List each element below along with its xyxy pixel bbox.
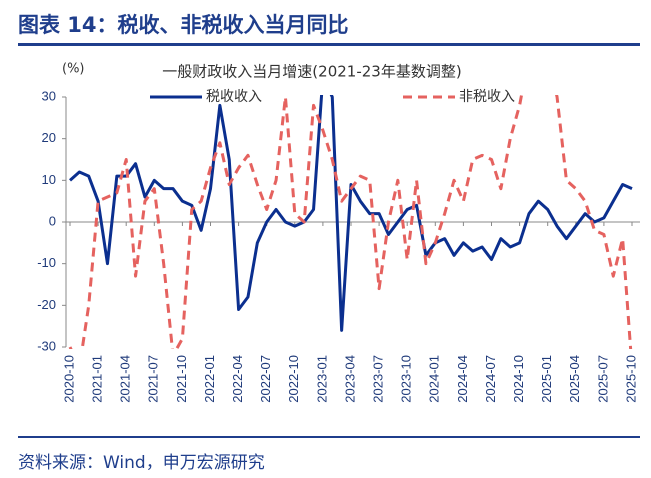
x-tick-label: 2025-01 <box>539 355 554 403</box>
x-tick-label: 2024-01 <box>427 355 442 403</box>
x-tick-label: 2024-07 <box>483 355 498 403</box>
header-rule <box>18 43 640 46</box>
y-tick-label: 0 <box>49 213 56 228</box>
footer-rule <box>18 436 640 438</box>
x-tick-label: 2021-01 <box>90 355 105 403</box>
x-tick-label: 2025-04 <box>567 355 582 403</box>
header-title: 图表 14：税收、非税收入当月同比 <box>18 13 349 37</box>
series-line <box>69 95 633 332</box>
y-tick-label: 20 <box>42 130 56 145</box>
y-tick-label: 10 <box>42 172 56 187</box>
legend-label: 税收收入 <box>206 89 262 105</box>
x-tick-label: 2022-04 <box>230 355 245 403</box>
x-tick-label: 2022-07 <box>258 355 273 403</box>
x-tick-label: 2025-10 <box>623 355 638 403</box>
source: 资料来源：Wind，申万宏源研究 <box>18 453 265 473</box>
x-tick-label: 2023-04 <box>342 355 357 403</box>
series-line <box>68 95 633 349</box>
x-tick-label: 2021-07 <box>146 355 161 403</box>
plot <box>68 95 633 349</box>
y-tick-label: 30 <box>42 88 56 103</box>
x-tick-label: 2025-07 <box>595 355 610 403</box>
x-tick-label: 2022-01 <box>202 355 217 403</box>
x-tick-label: 2022-10 <box>286 355 301 403</box>
y-tick-label: -10 <box>37 255 56 270</box>
x-tick-label: 2023-01 <box>314 355 329 403</box>
legend-label: 非税收入 <box>459 89 515 105</box>
y-label: (%) <box>62 62 85 77</box>
x-tick-label: 2020-10 <box>61 355 76 403</box>
x-tick-label: 2023-10 <box>399 355 414 403</box>
chart-title: 一般财政收入当月增速(2021-23年基数调整) <box>162 63 461 81</box>
x-tick-label: 2024-04 <box>455 355 470 403</box>
y-tick-label: -20 <box>37 297 56 312</box>
x-tick-label: 2021-10 <box>174 355 189 403</box>
x-tick-label: 2021-04 <box>118 355 133 403</box>
x-tick-label: 2023-07 <box>371 355 386 403</box>
x-tick-label: 2024-10 <box>511 355 526 403</box>
y-tick-label: -30 <box>37 338 56 353</box>
